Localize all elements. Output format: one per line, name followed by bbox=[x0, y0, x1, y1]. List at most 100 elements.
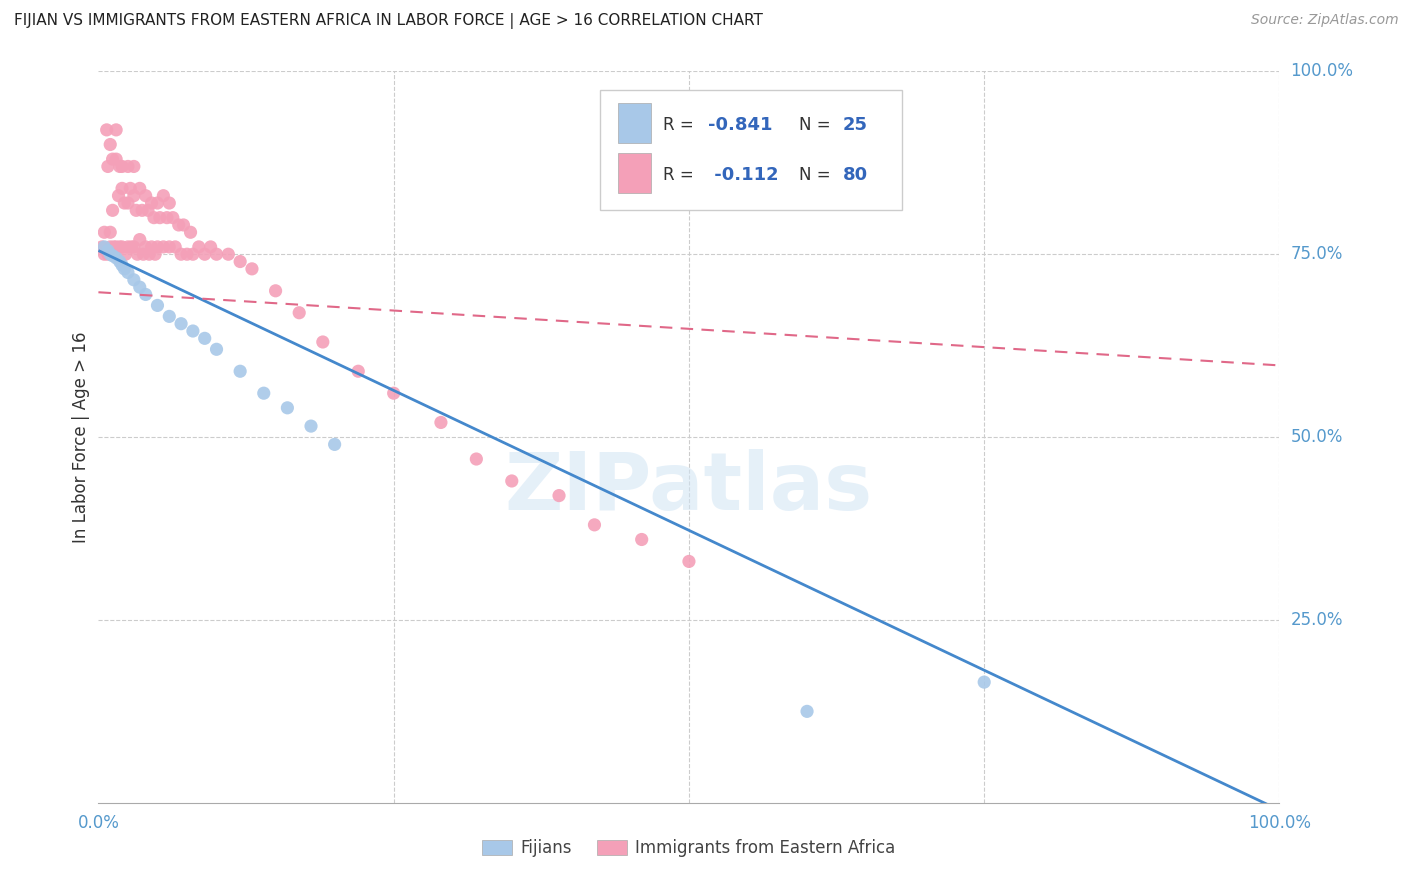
Text: -0.112: -0.112 bbox=[707, 166, 779, 184]
Text: 50.0%: 50.0% bbox=[1291, 428, 1343, 446]
Point bbox=[501, 474, 523, 488]
Point bbox=[149, 211, 172, 225]
Point bbox=[141, 240, 163, 254]
Point bbox=[167, 218, 190, 232]
Point bbox=[97, 160, 120, 174]
FancyBboxPatch shape bbox=[600, 90, 901, 211]
Text: ZIPatlas: ZIPatlas bbox=[505, 450, 873, 527]
Point bbox=[312, 334, 335, 349]
Point bbox=[157, 196, 180, 211]
Point bbox=[146, 240, 169, 254]
Text: 0.0%: 0.0% bbox=[77, 814, 120, 832]
Point bbox=[112, 196, 135, 211]
Point bbox=[93, 240, 115, 254]
Point bbox=[101, 152, 124, 166]
Point bbox=[122, 273, 145, 287]
Text: R =: R = bbox=[664, 166, 699, 184]
Point bbox=[128, 280, 150, 294]
Text: R =: R = bbox=[664, 116, 699, 134]
Point bbox=[111, 181, 134, 195]
Point bbox=[98, 137, 121, 152]
Point bbox=[430, 416, 453, 430]
Point bbox=[276, 401, 298, 415]
Point bbox=[125, 203, 148, 218]
Point bbox=[101, 249, 124, 263]
Text: 100.0%: 100.0% bbox=[1249, 814, 1310, 832]
Point bbox=[152, 240, 174, 254]
Point bbox=[187, 240, 209, 254]
Point bbox=[128, 181, 150, 195]
FancyBboxPatch shape bbox=[619, 153, 651, 194]
Point bbox=[105, 123, 128, 137]
Point bbox=[146, 298, 169, 312]
Point bbox=[630, 533, 652, 547]
Point bbox=[136, 203, 159, 218]
Point bbox=[583, 517, 606, 532]
Point bbox=[98, 225, 121, 239]
Point bbox=[117, 266, 139, 280]
Point bbox=[217, 247, 239, 261]
Point bbox=[105, 240, 128, 254]
Point bbox=[323, 437, 346, 451]
Point bbox=[176, 247, 198, 261]
Point bbox=[112, 261, 135, 276]
Point bbox=[194, 247, 217, 261]
Point bbox=[117, 196, 139, 211]
Point bbox=[382, 386, 405, 401]
FancyBboxPatch shape bbox=[619, 103, 651, 144]
Point bbox=[96, 123, 118, 137]
Point bbox=[973, 675, 995, 690]
Point bbox=[131, 203, 153, 218]
Point bbox=[93, 247, 115, 261]
Point bbox=[122, 188, 145, 202]
Text: 80: 80 bbox=[842, 166, 868, 184]
Legend: Fijians, Immigrants from Eastern Africa: Fijians, Immigrants from Eastern Africa bbox=[475, 832, 903, 864]
Point bbox=[132, 247, 155, 261]
Point bbox=[170, 317, 193, 331]
Point bbox=[105, 152, 128, 166]
Point bbox=[91, 240, 114, 254]
Point bbox=[180, 225, 202, 239]
Point bbox=[98, 240, 121, 254]
Point bbox=[229, 364, 252, 378]
Point bbox=[122, 240, 145, 254]
Text: Source: ZipAtlas.com: Source: ZipAtlas.com bbox=[1251, 13, 1399, 28]
Point bbox=[157, 310, 180, 324]
Text: -0.841: -0.841 bbox=[707, 116, 772, 134]
Point bbox=[135, 188, 157, 202]
Point bbox=[111, 160, 134, 174]
Point bbox=[181, 247, 204, 261]
Point bbox=[101, 203, 124, 218]
Point bbox=[143, 247, 166, 261]
Point bbox=[135, 240, 157, 254]
Point bbox=[114, 247, 136, 261]
Point bbox=[465, 452, 488, 467]
Text: FIJIAN VS IMMIGRANTS FROM EASTERN AFRICA IN LABOR FORCE | AGE > 16 CORRELATION C: FIJIAN VS IMMIGRANTS FROM EASTERN AFRICA… bbox=[14, 13, 763, 29]
Point bbox=[288, 306, 311, 320]
Point bbox=[146, 196, 169, 211]
Point bbox=[135, 287, 157, 301]
Point bbox=[127, 247, 149, 261]
Point bbox=[108, 254, 131, 268]
Point bbox=[796, 705, 818, 719]
Point bbox=[97, 247, 120, 261]
Point bbox=[253, 386, 276, 401]
Point bbox=[200, 240, 222, 254]
Text: 75.0%: 75.0% bbox=[1291, 245, 1343, 263]
Point bbox=[170, 247, 193, 261]
Point bbox=[142, 211, 165, 225]
Point bbox=[117, 160, 139, 174]
Point bbox=[141, 196, 163, 211]
Text: 25: 25 bbox=[842, 116, 868, 134]
Point bbox=[264, 284, 287, 298]
Point bbox=[111, 240, 134, 254]
Point bbox=[162, 211, 184, 225]
Point bbox=[157, 240, 180, 254]
Point bbox=[120, 181, 142, 195]
Point bbox=[98, 247, 121, 261]
Point bbox=[181, 324, 204, 338]
Point bbox=[156, 211, 179, 225]
Point bbox=[111, 258, 134, 272]
Point bbox=[108, 160, 131, 174]
Text: 25.0%: 25.0% bbox=[1291, 611, 1343, 629]
